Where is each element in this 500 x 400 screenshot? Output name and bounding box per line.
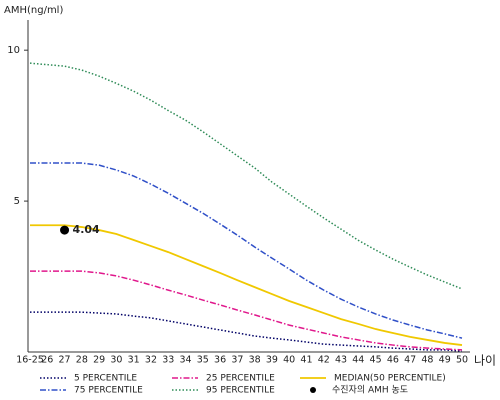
x-tick-label: 36 [214, 355, 226, 366]
legend-label: 25 PERCENTILE [206, 374, 275, 384]
x-tick-label: 49 [439, 355, 451, 366]
line-series [30, 270, 463, 351]
x-tick-label: 34 [179, 355, 191, 366]
line-series [30, 224, 463, 346]
x-tick-label: 26 [41, 355, 53, 366]
line-series [30, 311, 463, 352]
x-tick-label: 32 [145, 355, 157, 366]
x-tick-label: 28 [76, 355, 88, 366]
x-tick-label: 45 [370, 355, 382, 366]
data-point [60, 225, 70, 235]
legend-swatch [310, 387, 316, 393]
legend-label: 5 PERCENTILE [74, 374, 137, 384]
x-tick-label: 31 [128, 355, 140, 366]
legend-label: 95 PERCENTILE [206, 386, 275, 396]
x-tick-label: 41 [300, 355, 312, 366]
x-tick-label: 48 [421, 355, 433, 366]
y-tick-label: 10 [7, 45, 20, 56]
x-tick-label: 16-25 [16, 355, 44, 366]
x-tick-label: 42 [318, 355, 330, 366]
x-tick-label: 38 [249, 355, 261, 366]
line-series [29, 62, 463, 290]
x-tick-label: 29 [93, 355, 105, 366]
x-tick-label: 27 [59, 355, 71, 366]
line-series [30, 162, 463, 339]
x-tick-label: 39 [266, 355, 278, 366]
x-tick-label: 35 [197, 355, 209, 366]
x-tick-label: 46 [387, 355, 399, 366]
x-tick-label: 44 [352, 355, 364, 366]
x-axis-label: 나이 [474, 354, 496, 368]
x-tick-label: 33 [162, 355, 174, 366]
x-tick-label: 50 [456, 355, 468, 366]
x-tick-label: 40 [283, 355, 295, 366]
y-axis-label: AMH(ng/ml) [4, 5, 63, 16]
legend-label: 수진자의 AMH 농도 [332, 385, 408, 396]
x-tick-label: 30 [110, 355, 122, 366]
legend-label: MEDIAN(50 PERCENTILE) [334, 374, 446, 384]
x-tick-label: 43 [335, 355, 347, 366]
data-label: 4.04 [73, 223, 100, 236]
x-tick-label: 47 [404, 355, 416, 366]
legend-label: 75 PERCENTILE [74, 386, 143, 396]
x-tick-label: 37 [231, 355, 243, 366]
y-tick-label: 5 [14, 196, 20, 207]
